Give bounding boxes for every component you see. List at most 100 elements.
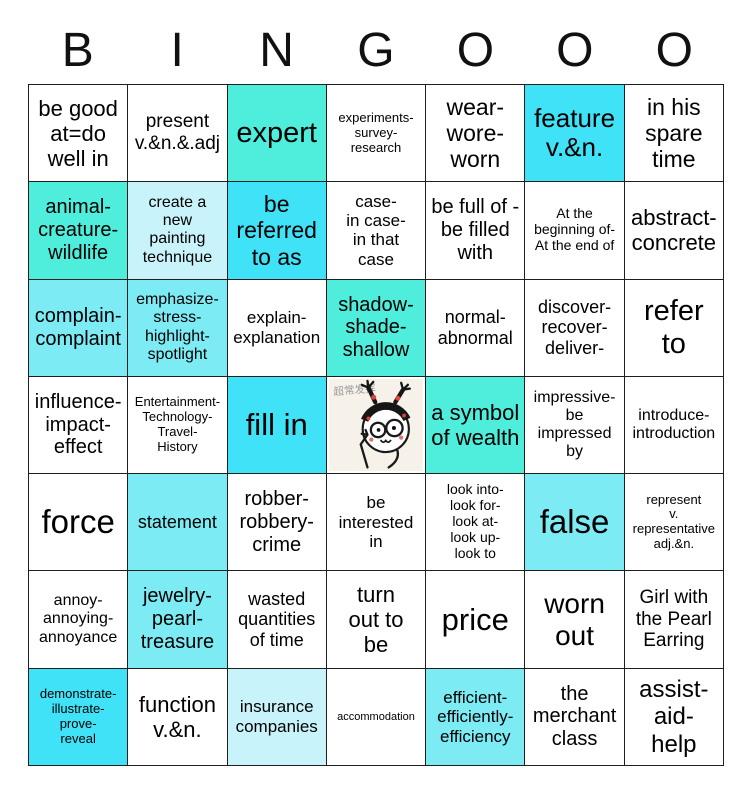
bingo-cell[interactable]: false [525,474,624,571]
bingo-cell[interactable]: in his spare time [624,85,723,182]
bingo-cell[interactable]: turn out to be [326,571,426,668]
bingo-cell[interactable]: accommodation [326,668,426,765]
bingo-cell[interactable]: insurance companies [227,668,326,765]
bingo-cell[interactable]: feature v.&n. [525,85,624,182]
bingo-cell[interactable]: wear- wore- worn [426,85,525,182]
cell-text: price [441,601,509,637]
cell-text: normal- abnormal [437,307,513,348]
bingo-cell[interactable]: represent v. representative adj.&n. [624,474,723,571]
cell-text: abstract- concrete [631,205,717,256]
cell-text: emphasize- stress- highlight- spotlight [136,291,219,363]
bingo-board: be good at=do well in present v.&n.&.adj e… [28,84,724,766]
bingo-cell[interactable]: refer to [624,279,723,376]
bingo-cell[interactable]: fill in [227,376,326,474]
bingo-cell[interactable]: shadow- shade- shallow [326,279,426,376]
bingo-cell[interactable]: animal- creature- wildlife [29,182,128,279]
bingo-cell[interactable]: assist- aid- help [624,668,723,765]
bingo-cell[interactable]: introduce- introduction [624,376,723,474]
bingo-cell[interactable]: be referred to as [227,182,326,279]
cell-text: explain- explanation [233,308,321,347]
bingo-cell[interactable]: annoy- annoying- annoyance [29,571,128,668]
meme-image: 超常发挥 [328,378,424,472]
cell-text: force [41,503,115,541]
cell-text: wear- wore- worn [446,93,505,173]
cell-text: create a new painting technique [142,193,213,266]
bingo-cell[interactable]: create a new painting technique [128,182,227,279]
cell-text: present v.&n.&.adj [134,111,221,155]
cell-text: Girl with the Pearl Earring [635,587,712,652]
bingo-cell[interactable]: Girl with the Pearl Earring [624,571,723,668]
title-letter: G [357,24,395,77]
bingo-cell[interactable]: jewelry- pearl- treasure [128,571,227,668]
bingo-cell[interactable]: be full of - be filled with [426,182,525,279]
bingo-cell[interactable]: At the beginning of- At the end of [525,182,624,279]
cell-text: complain- complaint [34,304,122,350]
cell-text: impressive- be impressed by [533,388,616,461]
cell-text: fill in [245,407,308,443]
bingo-cell[interactable]: experiments- survey- research [326,85,426,182]
cell-text: shadow- shade- shallow [338,293,414,362]
bingo-cell[interactable]: worn out [525,571,624,668]
bingo-cell[interactable]: the merchant class [525,668,624,765]
bingo-cell[interactable]: emphasize- stress- highlight- spotlight [128,279,227,376]
cell-text: false [539,503,610,541]
cell-text: statement [137,512,217,533]
bingo-cell[interactable]: a symbol of wealth [426,376,525,474]
bingo-cell[interactable]: discover- recover- deliver- [525,279,624,376]
cell-text: be interested in [338,493,414,551]
cell-text: refer to [644,294,704,360]
bingo-cell[interactable]: normal- abnormal [426,279,525,376]
cell-text: feature v.&n. [534,102,616,163]
bingo-cell[interactable]: robber- robbery- crime [227,474,326,571]
cell-text: be referred to as [236,191,317,270]
title-letter: N [259,24,294,77]
cell-text: turn out to be [348,581,404,658]
cell-text: experiments- survey- research [338,109,414,155]
title-letter: B [61,24,94,77]
bingo-cell[interactable]: abstract- concrete [624,182,723,279]
cell-text: represent v. representative adj.&n. [632,491,716,552]
cell-text: be good at=do well in [38,95,118,171]
cell-text: look into- look for- look at- look up- l… [446,481,504,562]
cell-text: animal- creature- wildlife [38,196,119,264]
bingo-cell[interactable]: be interested in [326,474,426,571]
cell-text: introduce- introduction [632,406,716,442]
bingo-cell[interactable]: function v.&n. [128,668,227,765]
bingo-cell[interactable]: Entertainment- Technology- Travel- Histo… [128,376,227,474]
cell-text: jewelry- pearl- treasure [140,585,215,653]
cell-text: insurance companies [235,697,318,736]
cell-text: be full of - be filled with [431,196,520,264]
cell-text: assist- aid- help [639,675,709,758]
cell-text: At the beginning of- At the end of [534,205,616,254]
title-letter: O [456,24,495,77]
bingo-cell[interactable]: look into- look for- look at- look up- l… [426,474,525,571]
bingo-cell[interactable]: price [426,571,525,668]
title-letter: O [556,24,594,77]
cell-text: in his spare time [645,93,703,173]
cell-text: efficient- efficiently- efficiency [437,687,514,746]
bingo-cell[interactable]: influence- impact- effect [29,376,128,474]
bingo-cell[interactable]: force [29,474,128,571]
meme-cell[interactable]: 超常发挥 [326,376,426,474]
bingo-cell[interactable]: be good at=do well in [29,85,128,182]
bingo-cell[interactable]: impressive- be impressed by [525,376,624,474]
bingo-cell[interactable]: efficient- efficiently- efficiency [426,668,525,765]
cell-text: a symbol of wealth [431,399,520,450]
title-letter: O [655,24,693,77]
bingo-cell[interactable]: statement [128,474,227,571]
bingo-cell[interactable]: case- in case- in that case [326,182,426,279]
bingo-cell[interactable]: expert [227,85,326,182]
bingo-cell[interactable]: explain- explanation [227,279,326,376]
cell-text: case- in case- in that case [346,191,406,269]
cell-text: wasted quantities of time [238,588,316,650]
bingo-cell[interactable]: complain- complaint [29,279,128,376]
bingo-cell[interactable]: demonstrate- illustrate- prove- reveal [29,668,128,765]
cell-text: influence- impact- effect [34,390,122,459]
cell-text: function v.&n. [138,691,216,742]
bingo-cell[interactable]: present v.&n.&.adj [128,85,227,182]
cell-text: expert [236,116,317,149]
cell-text: demonstrate- illustrate- prove- reveal [39,686,117,746]
bingo-cell[interactable]: wasted quantities of time [227,571,326,668]
